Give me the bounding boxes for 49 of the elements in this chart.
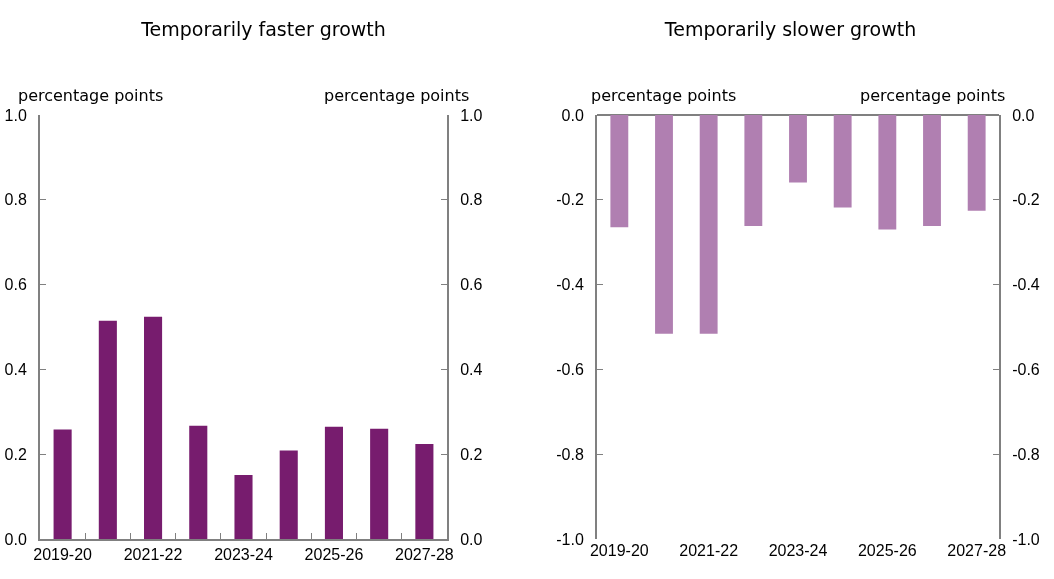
y2-tick-label: 0.0 [1012, 106, 1035, 124]
bar [279, 450, 298, 539]
bar [98, 320, 117, 539]
y2-tick-label: 0.4 [460, 361, 483, 378]
bar [144, 316, 163, 539]
bar [53, 429, 72, 539]
y2-tick-label: -0.8 [1012, 445, 1040, 463]
y-tick-label: -0.2 [556, 191, 584, 209]
y-tick-label: 0.4 [4, 361, 27, 378]
y-axis-title: percentage points [18, 86, 164, 105]
x-tick-label: 2027-28 [947, 542, 1007, 559]
y-tick-label: -0.6 [556, 361, 584, 378]
y-tick-label: -1.0 [556, 530, 584, 548]
y2-tick-label: -0.4 [1012, 276, 1040, 294]
y-tick-label: 0.0 [561, 106, 584, 124]
y2-axis-title: percentage points [324, 86, 470, 105]
y2-axis-title: percentage points [860, 86, 1006, 105]
y2-tick-label: 0.0 [460, 530, 483, 548]
bar [189, 425, 208, 539]
x-tick-label: 2023-24 [768, 542, 828, 559]
y2-tick-label: 0.8 [460, 191, 483, 209]
bar [234, 474, 253, 539]
y2-tick-label: -0.6 [1012, 361, 1040, 378]
chart-title: Temporarily faster growth [140, 18, 386, 41]
x-tick-label: 2019-20 [33, 546, 93, 564]
x-tick-label: 2021-22 [123, 546, 183, 564]
y-axis-title: percentage points [591, 86, 737, 105]
bar [324, 426, 343, 539]
x-tick-label: 2025-26 [304, 546, 364, 564]
x-tick-label: 2027-28 [395, 546, 454, 564]
y2-tick-label: 1.0 [460, 106, 483, 124]
bar [370, 428, 389, 539]
y-tick-label: -0.4 [556, 276, 584, 294]
x-tick-label: 2025-26 [857, 542, 917, 559]
chart-title: Temporarily slower growth [663, 18, 917, 41]
y-tick-label: 0.8 [4, 191, 27, 209]
bar [415, 444, 434, 539]
y2-tick-label: -0.2 [1012, 191, 1040, 209]
y-tick-label: 0.0 [4, 530, 27, 548]
x-tick-label: 2021-22 [679, 542, 739, 559]
y2-tick-label: 0.6 [460, 276, 483, 294]
y2-tick-label: -1.0 [1012, 530, 1040, 548]
y-tick-label: 1.0 [4, 106, 27, 124]
y-tick-label: 0.6 [4, 276, 27, 294]
y-tick-label: -0.8 [556, 445, 584, 463]
y2-tick-label: 0.2 [460, 445, 483, 463]
x-tick-label: 2019-20 [589, 542, 649, 559]
x-tick-label: 2023-24 [214, 546, 273, 564]
y-tick-label: 0.2 [4, 445, 27, 463]
